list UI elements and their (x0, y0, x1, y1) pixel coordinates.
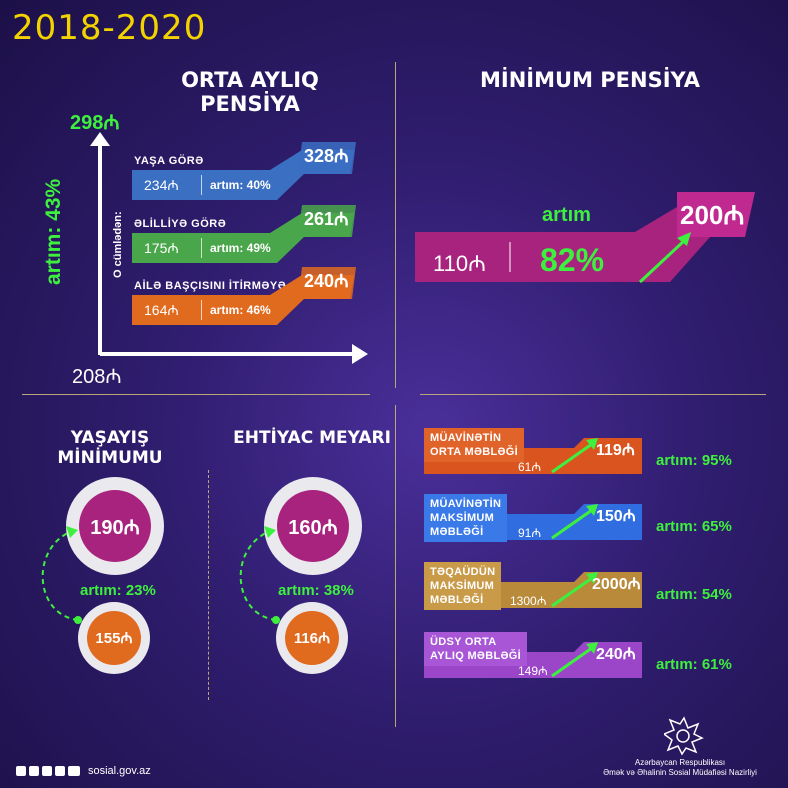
site-link[interactable]: sosial.gov.az (88, 765, 151, 777)
muavinet-pct: artım: 95% (656, 452, 732, 469)
muavinet-label-line: MÜAVİNƏTİN (430, 432, 502, 444)
muavinet-new: 2000₼ (592, 576, 641, 593)
muavinet-label-line: ÜDSY ORTA (430, 636, 497, 648)
minimum-new: 200₼ (680, 200, 745, 230)
muavinet-label-line: MƏBLƏĞİ (430, 594, 484, 606)
yasayis-title: YAŞAYIŞ MİNİMUMU (57, 428, 163, 468)
muavinet-label-line: MƏBLƏĞİ (430, 526, 484, 538)
orta-item-new: 240₼ (304, 271, 349, 291)
orta-item-shape (132, 267, 356, 325)
divider-bottom (395, 405, 396, 727)
yasayis-arrow (41, 526, 82, 624)
orta-item-old: 234₼ (134, 175, 202, 195)
muavinet-new: 150₼ (596, 508, 636, 525)
yasayis-increase: artım: 23% (80, 582, 156, 599)
muavinet-label-line: MÜAVİNƏTİN (430, 498, 502, 510)
instagram-icon[interactable] (29, 766, 39, 776)
divider-dashed (208, 470, 209, 700)
muavinet-label-line: MAKSİMUM (430, 580, 495, 592)
ehtiyac-old: 116₼ (285, 611, 339, 665)
muavinet-pct: artım: 61% (656, 656, 732, 673)
ehtiyac-new-circle: 160₼ (264, 477, 362, 575)
yasayis-old: 155₼ (87, 611, 141, 665)
org-line2: Əmək və Əhalinin Sosial Müdafiəsi Nazirl… (603, 768, 757, 777)
orta-item-new: 328₼ (304, 146, 349, 166)
muavinet-label-line: AYLIQ MƏBLƏĞİ (430, 650, 521, 662)
minimum-increase-pct: 82% (540, 242, 605, 278)
muavinet-old: 1300₼ (510, 594, 547, 608)
orta-item-increase: artım: 40% (210, 178, 271, 192)
yasayis-new-circle: 190₼ (66, 477, 164, 575)
orta-sub-label: O cümlədən: (112, 211, 124, 278)
orta-top-value: 298₼ (70, 112, 120, 134)
muavinet-bar-shape (424, 438, 642, 474)
org-name: Azərbaycan Respublikası Əmək və Əhalinin… (580, 758, 780, 778)
muavinet-label-line: TƏQAÜDÜN (430, 566, 496, 578)
orta-bottom-value: 208₼ (72, 366, 122, 388)
ehtiyac-new: 160₼ (277, 490, 349, 562)
facebook-icon[interactable] (16, 766, 26, 776)
orta-item-bar: 175₼ artım: 49% (134, 233, 271, 263)
minimum-title: MİNİMUM PENSİYA (480, 68, 700, 92)
muavinet-old: 149₼ (518, 664, 548, 678)
orta-item-increase: artım: 46% (210, 303, 271, 317)
telegram-icon[interactable] (42, 766, 52, 776)
muavinet-new: 240₼ (596, 646, 636, 663)
muavinet-old: 91₼ (518, 526, 542, 540)
minimum-increase-label: artım (542, 204, 591, 226)
divider-top (395, 62, 396, 388)
orta-item-shape (132, 142, 356, 200)
minimum-old: 110₼ (433, 251, 486, 276)
minimum-shape (415, 192, 755, 284)
ehtiyac-old-circle: 116₼ (276, 602, 348, 674)
orta-axes (90, 132, 368, 364)
org-line1: Azərbaycan Respublikası (634, 758, 726, 767)
divider-left-h (22, 394, 370, 395)
ehtiyac-title: EHTİYAC MEYARI (233, 428, 391, 448)
yasayis-old-circle: 155₼ (78, 602, 150, 674)
orta-item-label: ƏLİLLİYƏ GÖRƏ (134, 218, 227, 230)
muavinet-label-line: MAKSİMUM (430, 512, 495, 524)
yasayis-new: 190₼ (79, 490, 151, 562)
muavinet-label: MÜAVİNƏTİN MAKSİMUM MƏBLƏĞİ (424, 494, 508, 542)
orta-side-label: artım: 43% (42, 178, 65, 285)
year-title: 2018-2020 (12, 8, 207, 48)
orta-item-shape (132, 205, 356, 263)
orta-item-old: 164₼ (134, 300, 202, 320)
orta-title: ORTA AYLIQ PENSİYA (181, 68, 319, 116)
muavinet-label: TƏQAÜDÜN MAKSİMUM MƏBLƏĞİ (424, 562, 502, 610)
ministry-logo-icon (664, 716, 704, 756)
muavinet-pct: artım: 54% (656, 586, 732, 603)
muavinet-new: 119₼ (596, 442, 635, 459)
muavinet-label: MÜAVİNƏTİN ORTA MƏBLƏĞİ (424, 428, 525, 462)
orta-item-bar: 234₼ artım: 40% (134, 170, 271, 200)
orta-item-label: AİLƏ BAŞÇISINI İTİRMƏYƏ GÖRƏ (134, 280, 325, 292)
orta-item-label: YAŞA GÖRƏ (134, 155, 204, 167)
orta-item-new: 261₼ (304, 209, 349, 229)
muavinet-label-line: ORTA MƏBLƏĞİ (430, 446, 519, 458)
muavinet-pct: artım: 65% (656, 518, 732, 535)
muavinet-old: 61₼ (518, 460, 542, 474)
divider-right-h (420, 394, 766, 395)
orta-item-old: 175₼ (134, 238, 202, 258)
ehtiyac-increase: artım: 38% (278, 582, 354, 599)
orta-item-increase: artım: 49% (210, 241, 271, 255)
muavinet-bar-shape (424, 642, 642, 678)
twitter-icon[interactable] (55, 766, 65, 776)
ehtiyac-arrow (239, 526, 280, 624)
youtube-icon[interactable] (68, 766, 80, 776)
muavinet-label: ÜDSY ORTA AYLIQ MƏBLƏĞİ (424, 632, 527, 666)
orta-item-bar: 164₼ artım: 46% (134, 295, 271, 325)
social-icons (16, 766, 80, 776)
